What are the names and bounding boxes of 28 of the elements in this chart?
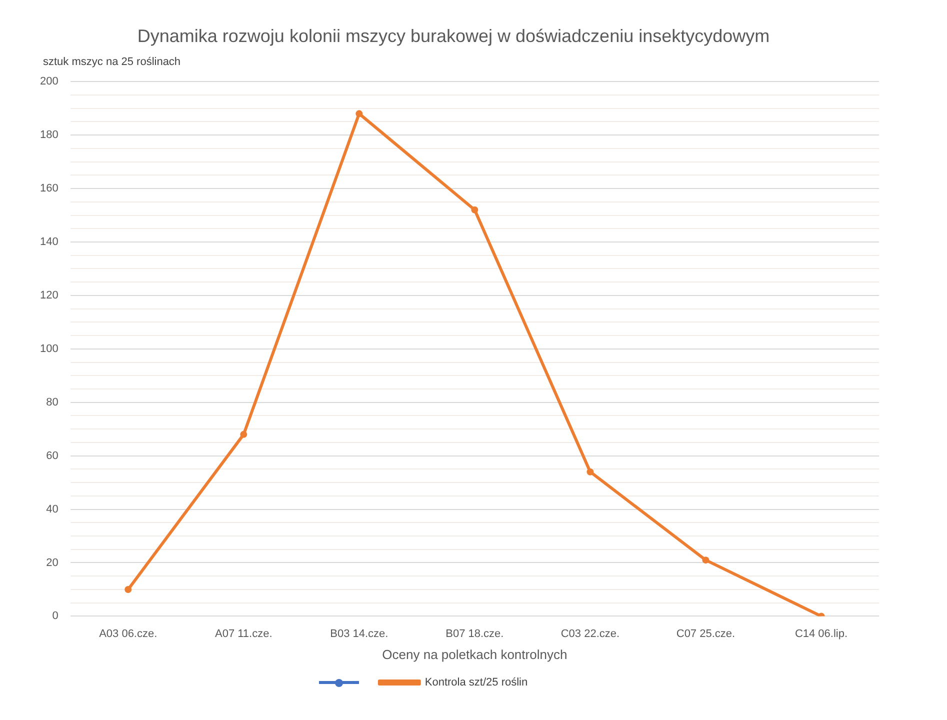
point <box>356 110 363 118</box>
legend-label: Kontrola szt/25 roślin <box>424 676 528 689</box>
x-tick-label: A03 06.cze. <box>99 628 158 640</box>
x-tick-label: A07 11.cze. <box>214 628 272 640</box>
x-tick-label: C14 06.lip. <box>794 628 848 640</box>
y-tick-label: 0 <box>52 610 58 622</box>
point <box>586 468 594 476</box>
x-tick-label: C07 25.cze. <box>676 628 736 640</box>
point <box>471 206 478 214</box>
x-axis-title: Oceny na poletkach kontrolnych <box>382 646 568 662</box>
y-tick-label: 140 <box>40 236 58 248</box>
point <box>240 430 248 438</box>
x-tick-label: C03 22.cze. <box>560 628 620 640</box>
y-tick-label: 200 <box>40 76 58 88</box>
chart-title: Dynamika rozwoju kolonii mszycy burakowej w doświadczeniu insektycydowym <box>137 26 770 46</box>
x-tick-label: B03 14.cze. <box>330 628 388 640</box>
y-tick-label: 120 <box>40 289 58 302</box>
point <box>124 586 132 593</box>
y-axis-title: sztuk mszyc na 25 roślinach <box>43 56 181 68</box>
y-tick-label: 80 <box>46 396 58 408</box>
point <box>702 556 710 564</box>
y-tick-label: 20 <box>46 556 58 569</box>
y-tick-label: 40 <box>46 503 58 516</box>
y-tick-label: 100 <box>40 342 58 355</box>
y-tick-label: 160 <box>40 182 58 195</box>
y-tick-label: 60 <box>46 450 58 462</box>
y-tick-label: 180 <box>40 129 58 142</box>
x-tick-label: B07 18.cze. <box>446 628 504 640</box>
